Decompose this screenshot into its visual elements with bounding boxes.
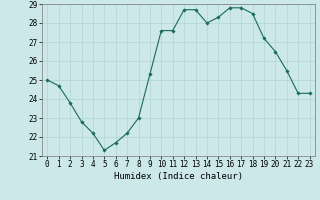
X-axis label: Humidex (Indice chaleur): Humidex (Indice chaleur) [114, 172, 243, 181]
